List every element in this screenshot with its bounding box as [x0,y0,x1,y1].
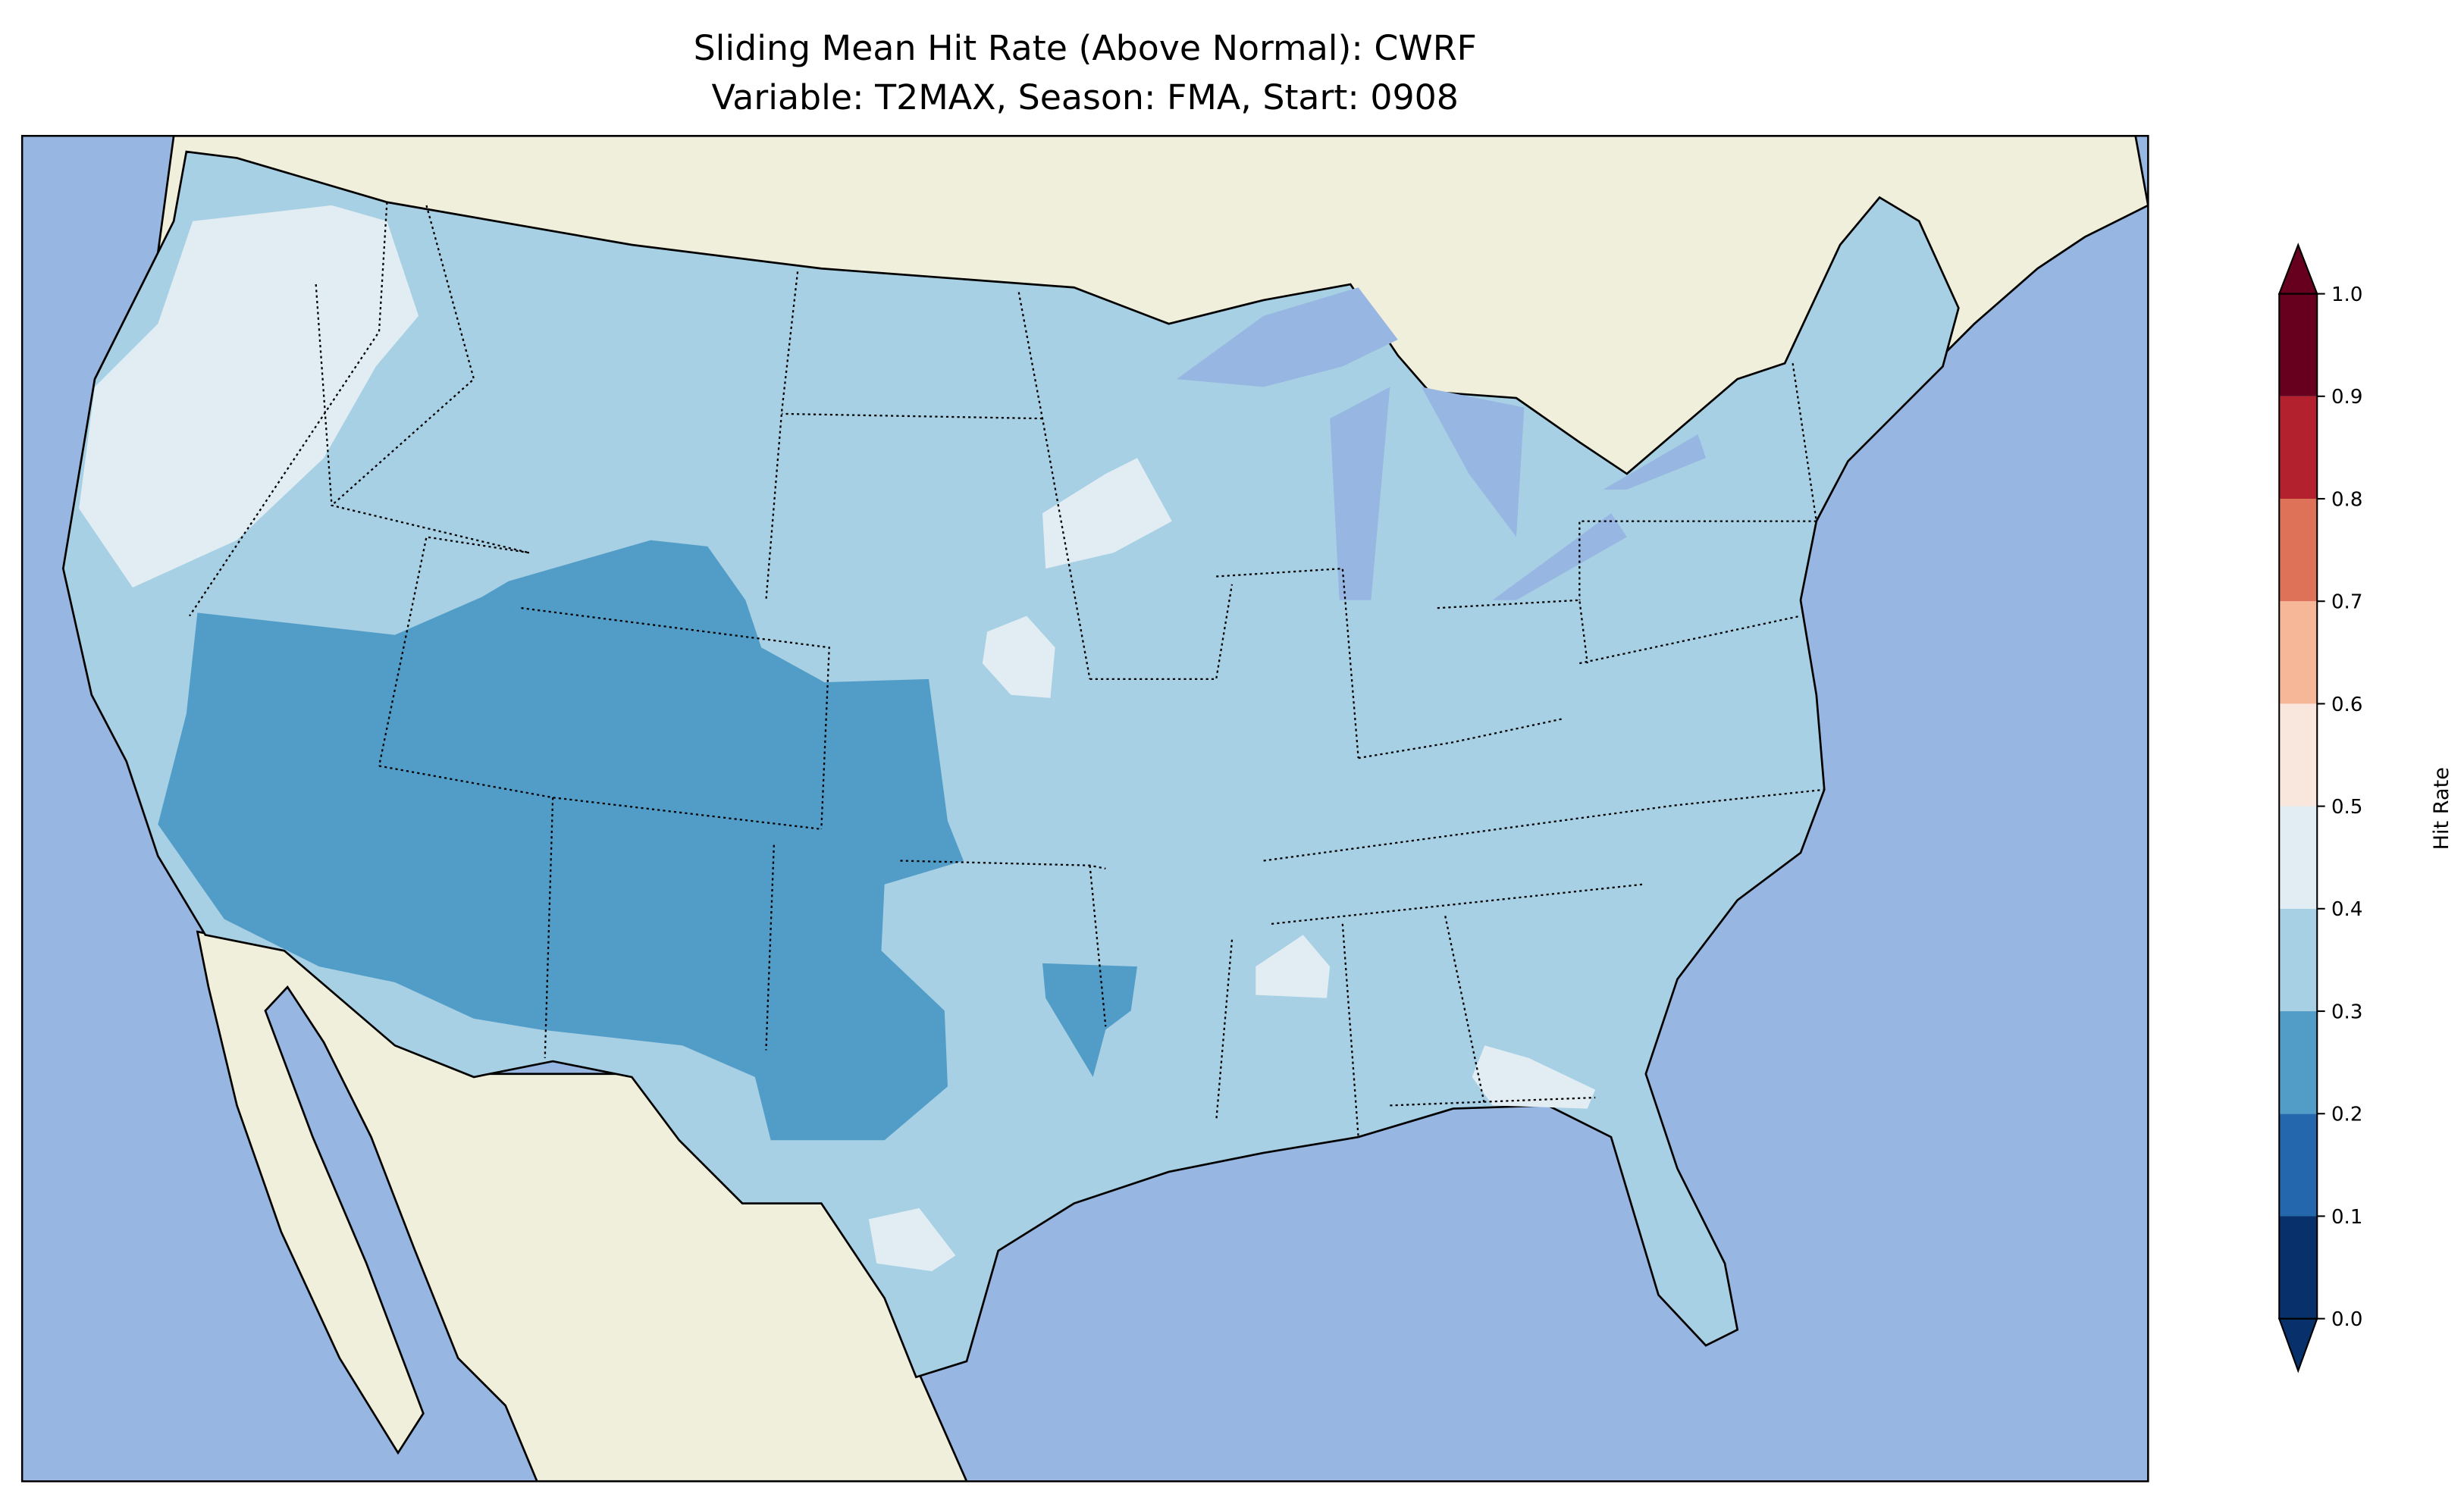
region-0.4-0.5-south-texas [868,1207,956,1272]
region-0.2-0.3-southwest [158,540,964,1141]
colorbar: 0.0 0.1 0.2 0.3 0.4 0.5 0.6 0.7 0.8 0.9 1.0 [2277,243,2362,1373]
colorbar-extend-min [2277,1317,2318,1373]
colorbar-tick-label: 0.7 [2331,591,2362,614]
region-0.4-0.5-iowa [982,615,1055,698]
colorbar-bin [2279,703,2318,807]
map-panel [22,136,2149,1482]
chart-subtitle: Variable: T2MAX, Season: FMA, Start: 090… [712,77,1459,117]
state-borders [189,202,1825,1138]
colorbar-tick-label: 0.6 [2331,694,2362,716]
colorbar-label: Hit Rate [2430,767,2453,850]
region-0.4-0.5-northwest [79,205,419,588]
colorbar-tick-label: 0.5 [2331,796,2362,819]
colorbar-bin [2279,1113,2318,1217]
colorbar-tick-label: 0.9 [2331,386,2362,409]
colorbar-bin [2279,396,2318,499]
colorbar-tick-label: 0.8 [2331,488,2362,511]
great-lakes [1177,287,1706,600]
colorbar-tick-label: 0.1 [2331,1206,2362,1229]
region-0.4-0.5-georgia [1472,1045,1596,1109]
colorbar-bin [2279,601,2318,704]
map-frame [20,135,2149,1483]
chart-title: Sliding Mean Hit Rate (Above Normal): CW… [694,27,1477,68]
colorbar-bin [2279,1216,2318,1319]
colorbar-bin [2279,806,2318,909]
colorbar-bin [2279,908,2318,1012]
colorbar-tick-label: 0.0 [2331,1308,2362,1331]
colorbar-tick-label: 0.4 [2331,898,2362,921]
region-0.4-0.5-mississippi [1256,935,1331,998]
region-0.4-0.5-nebraska [1042,458,1172,569]
colorbar-bin [2279,499,2318,602]
colorbar-tick-label: 1.0 [2331,283,2362,306]
region-0.2-0.3-oklahoma [1042,963,1137,1077]
colorbar-tick-label: 0.3 [2331,1001,2362,1023]
colorbar-extend-max [2277,243,2318,295]
colorbar-bin [2279,293,2318,396]
colorbar-tick-label: 0.2 [2331,1104,2362,1126]
colorbar-bin [2279,1011,2318,1114]
